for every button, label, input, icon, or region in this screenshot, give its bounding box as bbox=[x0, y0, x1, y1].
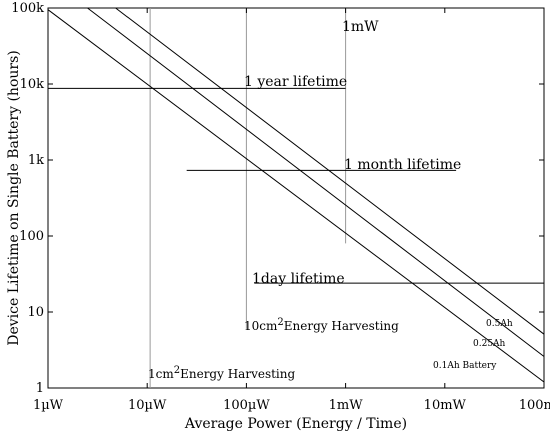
x-tick-label-0: 1µW bbox=[33, 398, 64, 413]
plot-frame bbox=[47, 7, 545, 389]
vline-label-rest-1: Energy Harvesting bbox=[284, 319, 399, 333]
series-line-0-1ah-battery bbox=[47, 9, 545, 383]
annotation-labels: 1 year lifetime 1 month lifetime 1day life… bbox=[148, 19, 513, 381]
x-axis-title: Average Power (Energy / Time) bbox=[184, 416, 407, 432]
battery-series-lines bbox=[47, 7, 545, 383]
x-tick-label-1: 10µW bbox=[128, 398, 167, 413]
y-tick-label-5: 100k bbox=[11, 1, 44, 16]
vline-label-main-0: 1cm bbox=[148, 367, 174, 381]
x-tick-label-5: 100mW bbox=[519, 398, 550, 413]
vline-label-rest-0: Energy Harvesting bbox=[180, 367, 295, 381]
y-tick-label-2: 100 bbox=[19, 229, 44, 244]
vline-label-sup-1: 2 bbox=[277, 317, 283, 328]
hline-label-1-year-lifetime: 1 year lifetime bbox=[244, 74, 347, 90]
y-tick-label-3: 1k bbox=[28, 153, 44, 168]
series-line-0-5ah bbox=[115, 7, 545, 335]
x-tick-label-3: 1mW bbox=[329, 398, 364, 413]
y-tick-label-0: 1 bbox=[36, 381, 44, 396]
vline-label-sup-0: 2 bbox=[174, 365, 180, 376]
series-label-0-5ah: 0.5Ah bbox=[486, 319, 513, 329]
vline-label-2: 1mW bbox=[342, 19, 379, 35]
y-tick-label-4: 10k bbox=[20, 77, 45, 92]
y-axis-title: Device Lifetime on Single Battery (hours… bbox=[6, 50, 22, 345]
vline-label-main-2: 1mW bbox=[342, 19, 379, 35]
series-label-0-25ah: 0.25Ah bbox=[473, 339, 506, 349]
y-tick-label-1: 10 bbox=[27, 305, 44, 320]
series-label-0-1ah-battery: 0.1Ah Battery bbox=[433, 361, 497, 371]
x-tick-label-4: 10mW bbox=[424, 398, 467, 413]
vline-label-0: 1cm2Energy Harvesting bbox=[148, 365, 295, 381]
x-tick-label-2: 100µW bbox=[223, 398, 270, 413]
series-line-0-25ah bbox=[87, 7, 545, 357]
axis-ticks: 1µW 10µW 100µW 1mW 10mW 100mW 1 10 100 1k 10k 100k bbox=[11, 1, 550, 413]
hline-label-1day-lifetime: 1day lifetime bbox=[252, 271, 345, 287]
vline-label-main-1: 10cm bbox=[244, 319, 278, 333]
horizontal-reference-lines bbox=[48, 87, 544, 284]
hline-label-1-month-lifetime: 1 month lifetime bbox=[344, 157, 461, 173]
vline-label-1: 10cm2Energy Harvesting bbox=[244, 317, 399, 333]
vertical-reference-lines bbox=[149, 8, 347, 388]
